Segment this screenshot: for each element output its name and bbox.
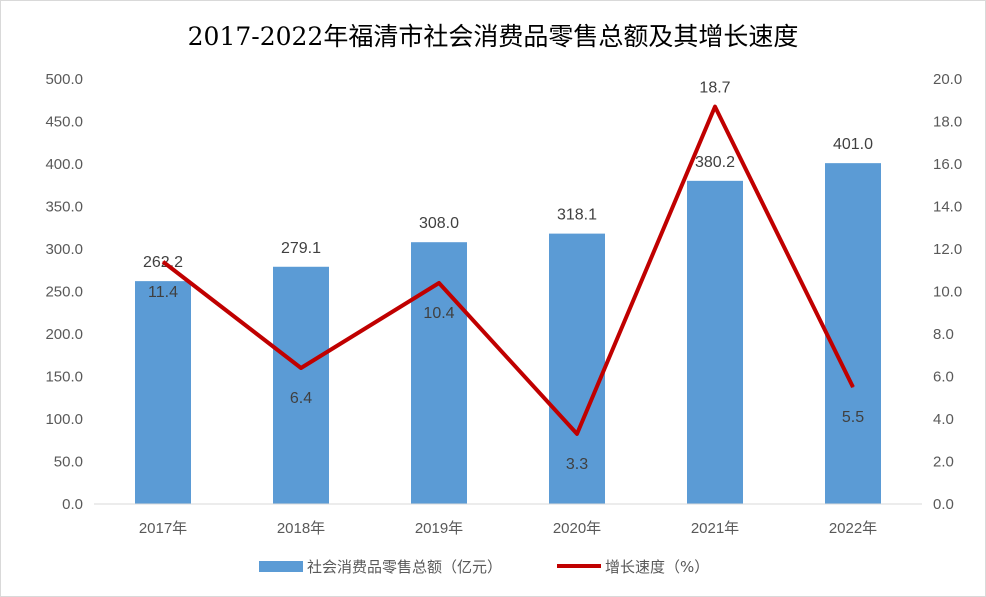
left-axis-tick: 250.0: [45, 284, 83, 301]
bar-data-label: 401.0: [833, 136, 873, 153]
line-point: [162, 261, 164, 263]
left-axis-tick: 100.0: [45, 411, 83, 428]
bar: [273, 266, 329, 504]
legend-bar-swatch: [259, 561, 303, 572]
bar-data-label: 380.2: [695, 154, 735, 171]
bar-data-label: 279.1: [281, 240, 321, 257]
line-data-label: 3.3: [566, 456, 588, 473]
right-axis-tick: 14.0: [933, 199, 962, 216]
bar: [825, 163, 881, 504]
x-axis-tick: 2022年: [829, 520, 877, 537]
right-axis-tick: 20.0: [933, 71, 962, 88]
line-point: [714, 106, 716, 108]
left-axis-tick: 400.0: [45, 156, 83, 173]
line-data-label: 6.4: [290, 390, 312, 407]
bar: [549, 233, 605, 505]
line-data-label: 18.7: [699, 80, 730, 97]
right-axis-tick: 8.0: [933, 326, 954, 343]
bar-data-label: 318.1: [557, 207, 597, 224]
left-axis-tick: 300.0: [45, 241, 83, 258]
x-axis-tick: 2017年: [139, 520, 187, 537]
legend-line-label: 增长速度（%）: [605, 558, 709, 576]
growth-line: [161, 104, 855, 436]
legend-bar-label: 社会消费品零售总额（亿元）: [307, 558, 502, 576]
left-axis-tick: 50.0: [54, 454, 83, 471]
bar: [135, 281, 191, 504]
right-axis-tick: 18.0: [933, 114, 962, 131]
line-point: [576, 433, 578, 435]
line-point: [438, 282, 440, 284]
left-axis-tick: 450.0: [45, 114, 83, 131]
line-data-label: 10.4: [423, 305, 454, 322]
line-data-label: 11.4: [148, 284, 178, 301]
left-axis-tick: 0.0: [62, 496, 83, 513]
bar: [687, 180, 743, 504]
line-point: [852, 386, 854, 388]
right-axis-tick: 16.0: [933, 156, 962, 173]
x-axis-tick: 2019年: [415, 520, 463, 537]
bar-data-label: 308.0: [419, 215, 459, 232]
right-axis-tick: 2.0: [933, 454, 954, 471]
left-axis-tick: 350.0: [45, 199, 83, 216]
left-axis-tick: 150.0: [45, 369, 83, 386]
left-axis-tick: 500.0: [45, 71, 83, 88]
line-point: [300, 367, 302, 369]
right-axis-tick: 4.0: [933, 411, 954, 428]
right-axis-tick: 6.0: [933, 369, 954, 386]
x-axis-tick: 2020年: [553, 520, 601, 537]
x-axis-tick: 2021年: [691, 520, 739, 537]
chart-title: 2017-2022年福清市社会消费品零售总额及其增长速度: [188, 22, 799, 51]
right-axis-tick: 12.0: [933, 241, 962, 258]
right-axis-tick: 0.0: [933, 496, 954, 513]
left-axis-tick: 200.0: [45, 326, 83, 343]
x-axis-tick: 2018年: [277, 520, 325, 537]
line-data-label: 5.5: [842, 409, 864, 426]
right-axis-tick: 10.0: [933, 284, 962, 301]
